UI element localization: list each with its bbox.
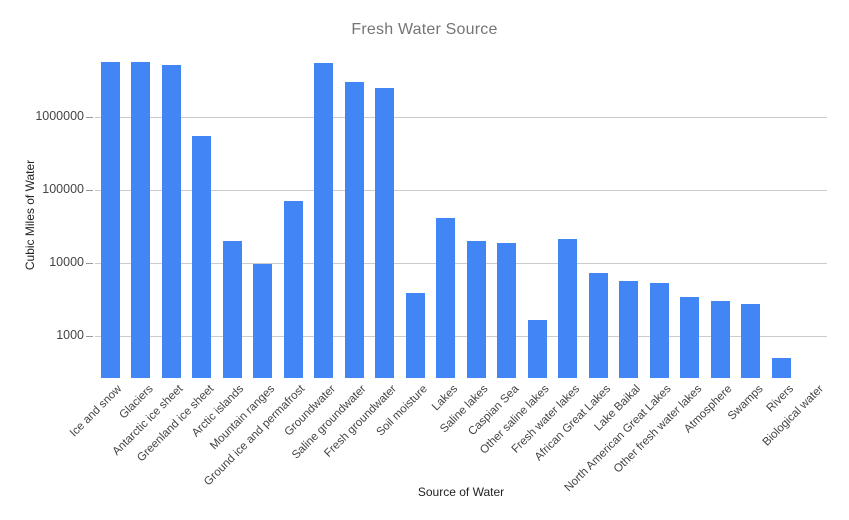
- bar-soil-moisture[interactable]: [405, 292, 425, 378]
- bar-lakes[interactable]: [436, 217, 456, 378]
- bar-groundwater[interactable]: [314, 62, 334, 378]
- gridline: [95, 117, 827, 118]
- bar-african-great-lakes[interactable]: [588, 273, 608, 378]
- bar-fresh-groundwater[interactable]: [375, 88, 395, 378]
- bar-other-fresh-water-lakes[interactable]: [680, 297, 700, 378]
- x-tick-label: Ice and snow: [68, 383, 125, 440]
- bar-ice-and-snow[interactable]: [100, 61, 120, 378]
- bar-fresh-water-lakes[interactable]: [558, 238, 578, 378]
- bar-rivers[interactable]: [771, 357, 791, 378]
- y-tick-label: 1000000: [35, 109, 84, 123]
- y-tick-label: 100000: [42, 182, 84, 196]
- bar-antarctic-ice-sheet[interactable]: [161, 65, 181, 378]
- y-tick-mark: [86, 117, 93, 118]
- y-tick-label: 1000: [56, 328, 84, 342]
- bar-swamps[interactable]: [741, 304, 761, 378]
- bar-saline-groundwater[interactable]: [344, 81, 364, 378]
- bar-arctic-islands[interactable]: [222, 241, 242, 378]
- bar-mountain-ranges[interactable]: [253, 264, 273, 378]
- y-tick-mark: [86, 190, 93, 191]
- bar-caspian-sea[interactable]: [497, 243, 517, 378]
- gridline: [95, 336, 827, 337]
- gridline: [95, 190, 827, 191]
- bar-other-saline-lakes[interactable]: [527, 319, 547, 378]
- bar-greenland-ice-sheet[interactable]: [192, 135, 212, 378]
- bar-ground-ice-and-permafrost[interactable]: [283, 200, 303, 378]
- gridline: [95, 263, 827, 264]
- x-axis-title: Source of Water: [417, 485, 505, 499]
- y-tick-mark: [86, 336, 93, 337]
- y-tick-mark: [86, 263, 93, 264]
- bar-glaciers[interactable]: [131, 61, 151, 378]
- bar-saline-lakes[interactable]: [466, 240, 486, 378]
- bar-atmosphere[interactable]: [710, 300, 730, 378]
- y-tick-label: 10000: [49, 255, 84, 269]
- bar-north-american-great-lakes[interactable]: [649, 282, 669, 378]
- chart-title: Fresh Water Source: [351, 21, 498, 38]
- bar-lake-baikal[interactable]: [619, 281, 639, 378]
